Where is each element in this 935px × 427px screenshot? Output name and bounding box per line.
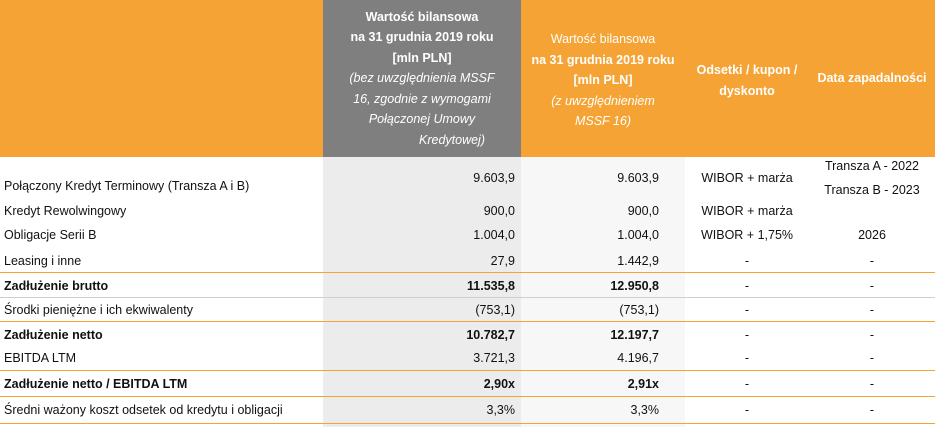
row-value-incl: 12.197,7 [610, 328, 659, 342]
row-value-incl: 9.603,9 [617, 171, 659, 185]
row-value-excl: 10.782,7 [466, 328, 515, 342]
column-2-background [521, 157, 685, 427]
header-c1-note1: (bez uwzględnienia MSSF [349, 71, 495, 86]
header-c1-note2: 16, zgodnie z wymogami [353, 91, 491, 106]
row-label: Zadłużenie netto [4, 328, 103, 342]
row-label: Obligacje Serii B [4, 228, 97, 242]
header-c2-line3: [mln PLN] [573, 73, 633, 88]
row-value-excl: 27,9 [490, 254, 515, 268]
header-blank-cell [0, 0, 323, 157]
row-value-excl: 2,90x [483, 377, 515, 391]
row-maturity-a: Transza A - 2022 [824, 159, 920, 173]
row-divider [0, 396, 935, 397]
header-c2-note2: MSSF 16) [574, 114, 632, 129]
row-maturity: - [869, 377, 875, 391]
row-interest: - [744, 279, 750, 293]
row-value-excl: 11.535,8 [467, 279, 515, 293]
row-divider [0, 321, 935, 322]
header-c1-line1: Wartość bilansowa [365, 9, 479, 24]
row-maturity: - [869, 254, 875, 268]
row-value-incl: 3,3% [630, 403, 660, 417]
header-c2-line1: Wartość bilansowa [550, 32, 656, 47]
row-maturity: - [869, 351, 875, 365]
row-value-excl: 3,3% [486, 403, 516, 417]
column-1-background [323, 157, 521, 427]
row-divider [0, 370, 935, 371]
row-maturity: - [869, 279, 875, 293]
row-value-incl: 2,91x [627, 377, 659, 391]
header-carrying-value-incl-ifrs16: Wartość bilansowa na 31 grudnia 2019 rok… [521, 0, 685, 157]
row-maturity: - [869, 328, 875, 342]
row-maturity: - [869, 303, 875, 317]
row-divider [0, 297, 935, 298]
header-c3-line2: dyskonto [719, 83, 775, 98]
row-interest: - [744, 303, 750, 317]
row-interest: WIBOR + marża [701, 171, 793, 185]
row-divider [0, 423, 935, 424]
row-interest: - [744, 328, 750, 342]
row-value-incl: 12.950,8 [610, 279, 659, 293]
header-c1-line2: na 31 grudnia 2019 roku [350, 30, 494, 45]
row-value-incl: 4.196,7 [617, 351, 659, 365]
header-c2-note1: (z uwzględnieniem [551, 93, 655, 108]
row-interest: WIBOR + 1,75% [700, 228, 794, 242]
row-maturity-b: Transza B - 2023 [824, 183, 920, 197]
row-value-incl: 1.004,0 [617, 228, 659, 242]
row-value-incl: 900,0 [627, 204, 659, 218]
row-label: Kredyt Rewolwingowy [4, 204, 127, 218]
header-c4-line1: Data zapadalności [817, 71, 927, 86]
row-divider [0, 272, 935, 273]
header-maturity: Data zapadalności [809, 0, 935, 157]
row-interest: WIBOR + marża [701, 204, 793, 218]
row-value-excl: 900,0 [483, 204, 515, 218]
row-label: EBITDA LTM [4, 351, 77, 365]
row-label: Leasing i inne [4, 254, 82, 268]
row-interest: - [744, 403, 750, 417]
header-c2-line2: na 31 grudnia 2019 roku [531, 52, 675, 67]
header-c3-line1: Odsetki / kupon / [696, 63, 798, 77]
row-maturity: 2026 [858, 228, 886, 242]
row-interest: - [744, 351, 750, 365]
header-c1-note4: Kredytowej) [419, 132, 485, 147]
row-label: Połączony Kredyt Terminowy (Transza A i … [4, 179, 250, 193]
row-value-incl: 1.442,9 [617, 254, 659, 268]
row-value-excl: (753,1) [475, 303, 515, 317]
row-label: Środki pieniężne i ich ekwiwalenty [4, 303, 193, 317]
row-value-excl: 3.721,3 [473, 351, 515, 365]
row-value-excl: 1.004,0 [473, 228, 515, 242]
header-c1-note3: Połączonej Umowy [368, 112, 476, 127]
row-label: Zadłużenie netto / EBITDA LTM [4, 377, 188, 391]
header-interest: Odsetki / kupon / dyskonto [685, 0, 809, 157]
row-value-excl: 9.603,9 [473, 171, 515, 185]
row-interest: - [744, 254, 750, 268]
row-interest: - [744, 377, 750, 391]
row-label: Zadłużenie brutto [4, 279, 109, 293]
header-carrying-value-excl-ifrs16: Wartość bilansowa na 31 grudnia 2019 rok… [323, 0, 521, 157]
header-c1-line3: [mln PLN] [392, 50, 452, 65]
row-maturity: - [869, 403, 875, 417]
row-label: Średni ważony koszt odsetek od kredytu i… [4, 403, 283, 417]
row-value-incl: (753,1) [619, 303, 659, 317]
